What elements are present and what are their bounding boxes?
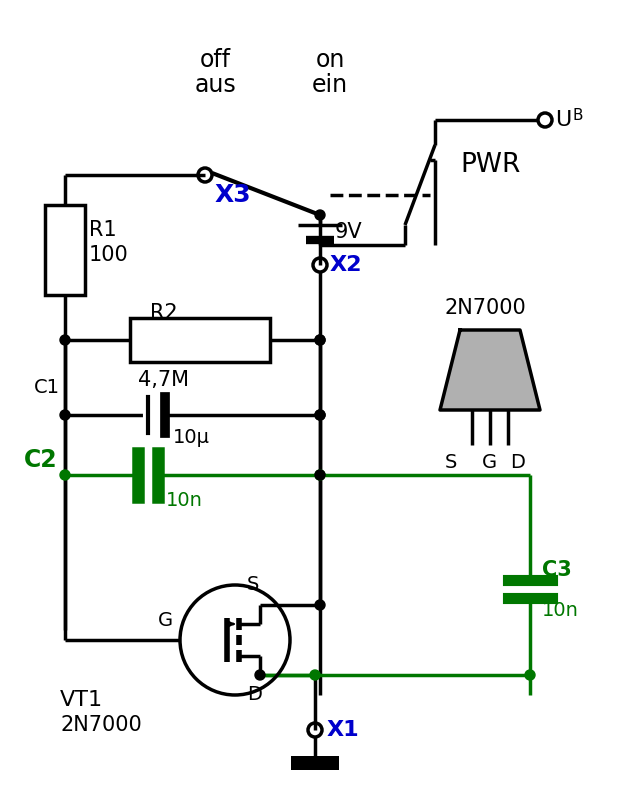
Polygon shape	[440, 330, 540, 410]
Text: X2: X2	[330, 255, 362, 275]
Text: 9V: 9V	[335, 222, 363, 242]
Text: off: off	[200, 48, 230, 72]
Text: D: D	[510, 452, 525, 471]
Text: X3: X3	[215, 183, 252, 207]
Circle shape	[60, 410, 70, 420]
Text: 100: 100	[89, 245, 129, 265]
Text: X1: X1	[327, 720, 360, 740]
Circle shape	[315, 210, 325, 220]
Text: 2N7000: 2N7000	[60, 715, 141, 735]
Text: C1: C1	[34, 377, 60, 396]
Text: S: S	[247, 576, 259, 595]
Text: S: S	[445, 452, 458, 471]
Circle shape	[315, 410, 325, 420]
Bar	[291, 756, 339, 770]
Text: VT1: VT1	[60, 690, 103, 710]
Bar	[45, 205, 85, 295]
Text: aus: aus	[194, 73, 236, 97]
Text: B: B	[573, 108, 584, 123]
Circle shape	[315, 470, 325, 480]
Text: C3: C3	[542, 560, 572, 580]
Text: ein: ein	[312, 73, 348, 97]
Circle shape	[315, 470, 325, 480]
Circle shape	[60, 335, 70, 345]
Text: R1: R1	[89, 220, 116, 240]
Text: 2N7000: 2N7000	[445, 298, 527, 318]
Text: 10n: 10n	[542, 600, 579, 619]
Circle shape	[310, 670, 320, 680]
Bar	[130, 318, 270, 362]
Text: U: U	[555, 110, 572, 130]
Text: 10n: 10n	[166, 490, 203, 509]
Text: PWR: PWR	[460, 152, 520, 178]
Text: D: D	[248, 686, 262, 705]
Circle shape	[525, 670, 535, 680]
Text: 4,7M: 4,7M	[138, 370, 189, 390]
Text: on: on	[316, 48, 345, 72]
Circle shape	[60, 470, 70, 480]
Circle shape	[315, 335, 325, 345]
Text: 10μ: 10μ	[173, 427, 210, 446]
Text: C2: C2	[24, 448, 57, 472]
Circle shape	[315, 410, 325, 420]
Circle shape	[315, 600, 325, 610]
Circle shape	[255, 670, 265, 680]
Text: R2: R2	[150, 303, 178, 323]
Text: G: G	[482, 452, 497, 471]
Circle shape	[315, 335, 325, 345]
Text: G: G	[157, 611, 173, 630]
